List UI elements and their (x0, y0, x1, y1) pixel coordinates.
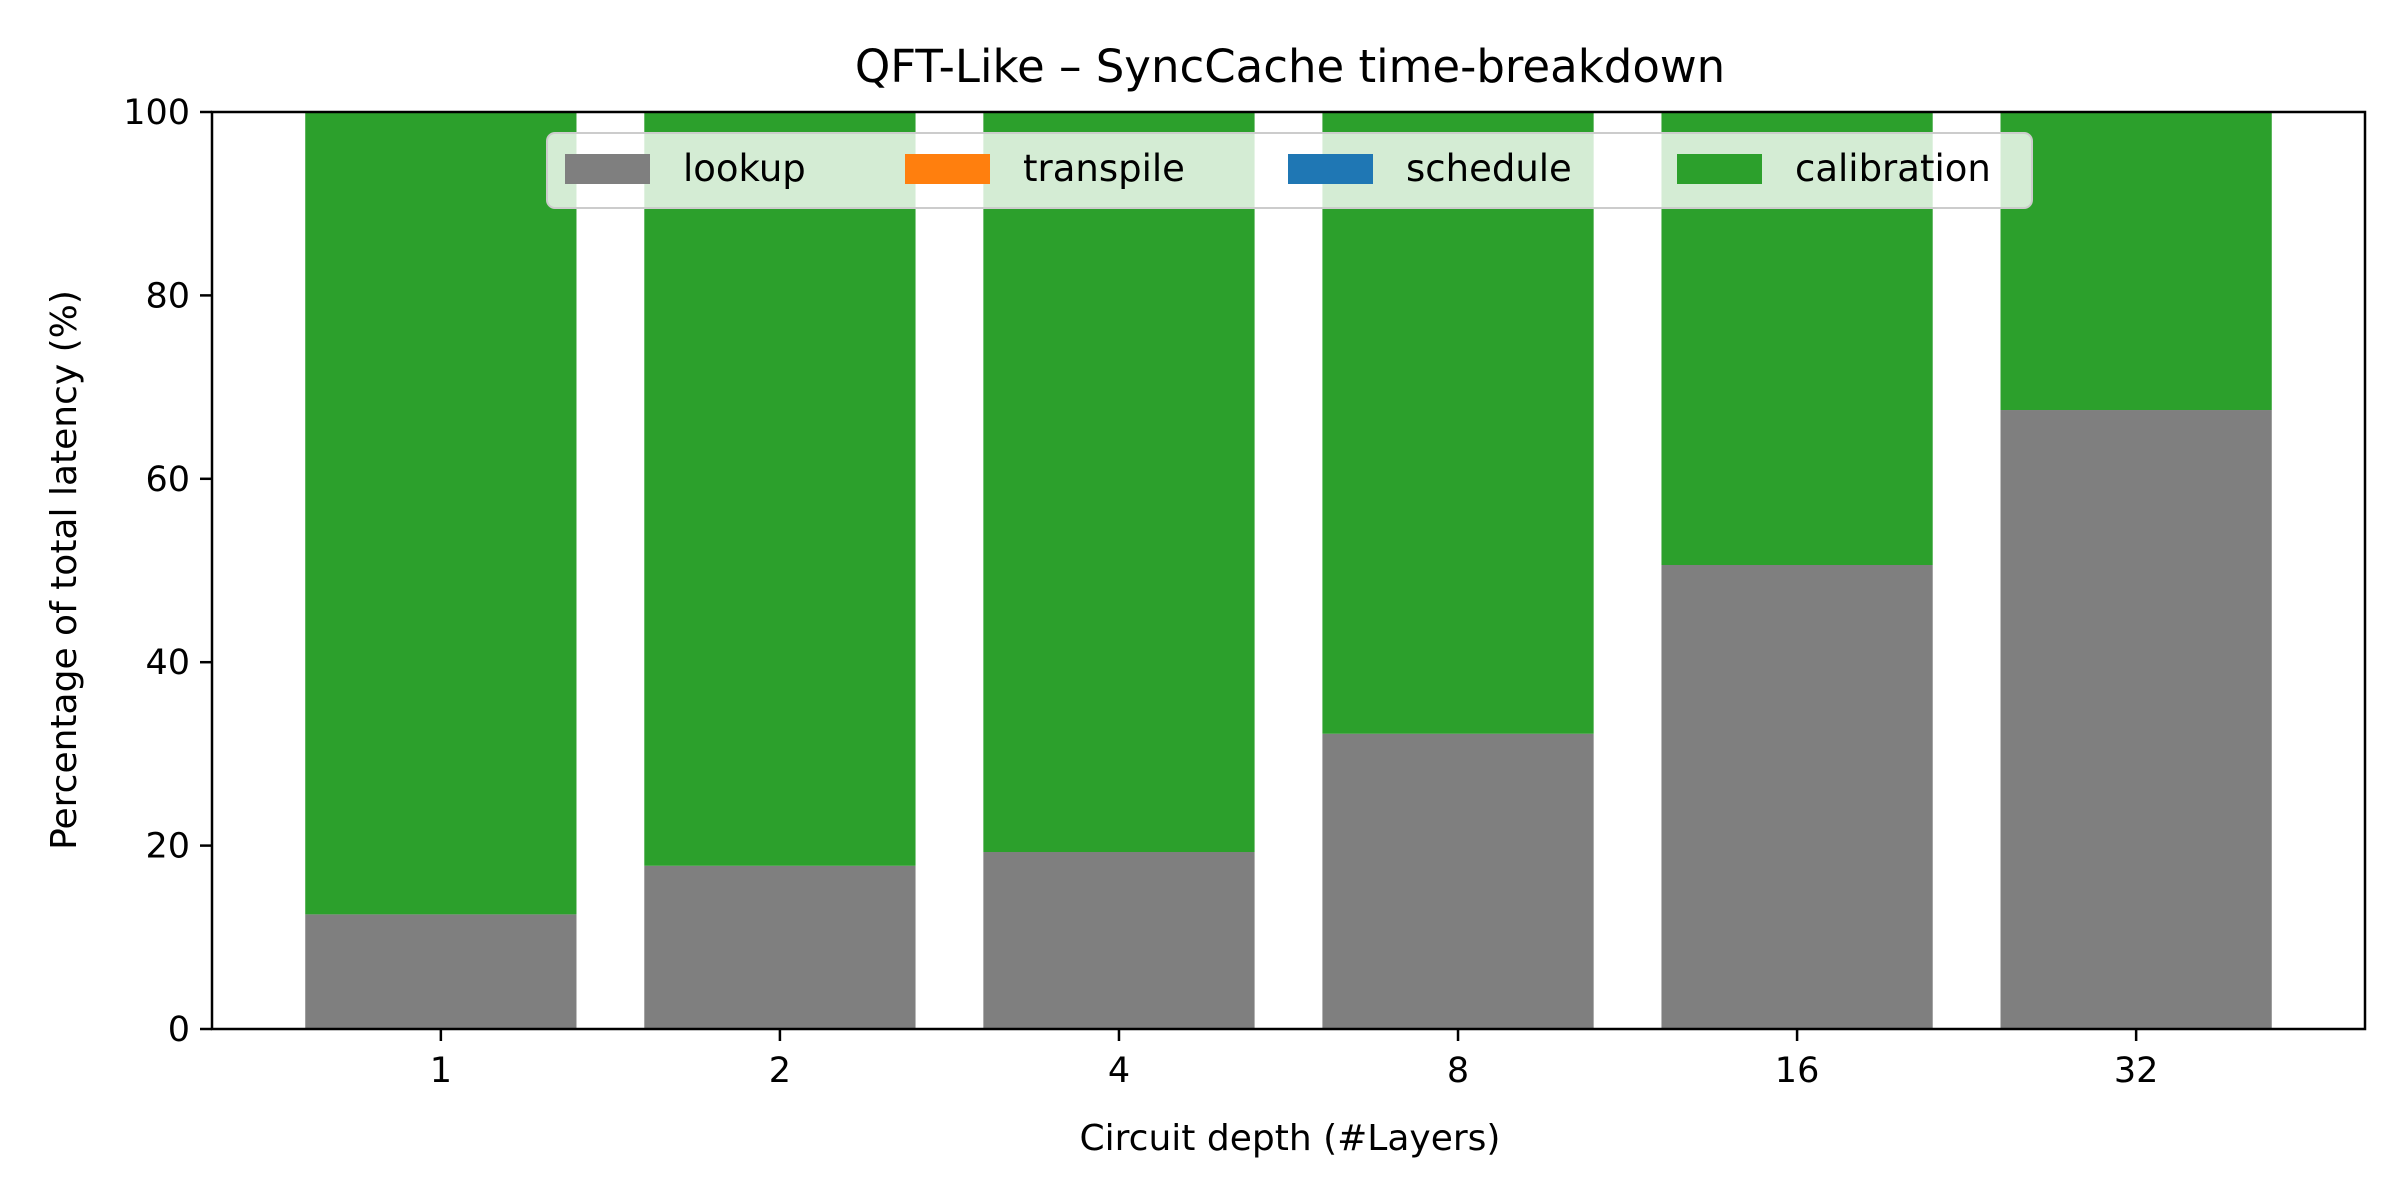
bar-calibration-4 (983, 112, 1255, 853)
y-tick-label: 40 (145, 643, 190, 683)
legend-swatch-lookup (565, 154, 650, 184)
legend-swatch-calibration (1677, 154, 1762, 184)
legend-label-schedule: schedule (1406, 147, 1572, 190)
legend-label-lookup: lookup (683, 147, 806, 190)
legend-swatch-schedule (1288, 154, 1373, 184)
x-axis-label: Circuit depth (#Layers) (1080, 1118, 1501, 1159)
bar-calibration-32 (2000, 112, 2272, 411)
bar-lookup-1 (305, 914, 577, 1029)
legend-label-calibration: calibration (1795, 147, 1991, 190)
x-tick-label: 32 (2114, 1051, 2159, 1091)
bars-layer (305, 112, 2272, 1029)
y-axis-label: Percentage of total latency (%) (44, 290, 85, 850)
bar-calibration-8 (1322, 112, 1594, 734)
y-tick-label: 60 (145, 460, 190, 500)
x-axis: 1 2 4 8 16 32 (430, 1029, 2159, 1091)
bar-lookup-2 (644, 865, 916, 1029)
legend: lookup transpile schedule calibration (546, 132, 2033, 209)
x-tick-label: 2 (769, 1051, 791, 1091)
x-tick-label: 1 (430, 1051, 452, 1091)
plot-frame (210, 110, 2367, 1031)
bar-lookup-4 (983, 852, 1255, 1029)
bar-lookup-32 (2000, 410, 2272, 1029)
y-tick-label: 20 (145, 827, 190, 867)
y-tick-label: 0 (168, 1010, 190, 1050)
chart-title: QFT-Like – SyncCache time-breakdown (855, 40, 1725, 93)
y-tick-label: 80 (145, 276, 190, 316)
bar-lookup-8 (1322, 733, 1594, 1029)
x-tick-label: 8 (1447, 1051, 1469, 1091)
y-tick-label: 100 (123, 93, 190, 133)
legend-label-transpile: transpile (1023, 147, 1185, 190)
bar-lookup-16 (1661, 564, 1933, 1029)
legend-swatch-transpile (905, 154, 990, 184)
x-tick-label: 16 (1775, 1051, 1820, 1091)
bar-calibration-2 (644, 112, 916, 866)
x-tick-label: 4 (1108, 1051, 1130, 1091)
bar-calibration-1 (305, 112, 577, 915)
y-axis: 0 20 40 60 80 100 (123, 93, 212, 1050)
